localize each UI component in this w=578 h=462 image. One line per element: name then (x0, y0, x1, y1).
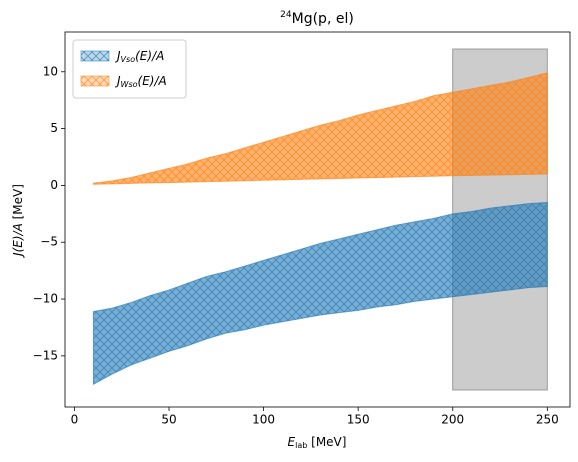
legend-label: JVso(E)/A (115, 49, 164, 64)
x-tick-label: 150 (347, 413, 370, 427)
legend-label-main: J (115, 49, 121, 63)
band-hatch (93, 72, 548, 185)
legend-label-rest: (E)/A (135, 49, 164, 63)
x-tick-label: 50 (161, 413, 176, 427)
legend-label-main: J (115, 74, 121, 88)
x-tick-label: 200 (441, 413, 464, 427)
y-tick-label: 10 (43, 64, 58, 78)
x-axis-label: Elab [MeV] (288, 435, 347, 450)
legend-label: JWso(E)/A (115, 74, 167, 89)
legend-swatch-hatch (81, 76, 109, 86)
x-tick-label: 0 (71, 413, 79, 427)
y-tick-label: 5 (50, 121, 58, 135)
band-hatch (93, 202, 548, 385)
y-tick-label: 0 (50, 178, 58, 192)
x-tick-label: 250 (536, 413, 559, 427)
legend-label-sub: Vso (121, 55, 136, 64)
y-tick-label: −5 (40, 235, 58, 249)
legend-label-rest: (E)/A (138, 74, 167, 88)
legend-box (72, 39, 187, 99)
plot-frame (64, 31, 571, 408)
x-tick-label: 100 (252, 413, 275, 427)
y-tick-label: −15 (33, 348, 58, 362)
chart-title: 24Mg(p, el) (280, 10, 354, 28)
y-axis-label: J(E)/A [MeV] (11, 184, 25, 258)
legend-label-sub: Wso (121, 80, 138, 89)
legend-swatch-hatch (81, 51, 109, 61)
y-tick-label: −10 (33, 292, 58, 306)
